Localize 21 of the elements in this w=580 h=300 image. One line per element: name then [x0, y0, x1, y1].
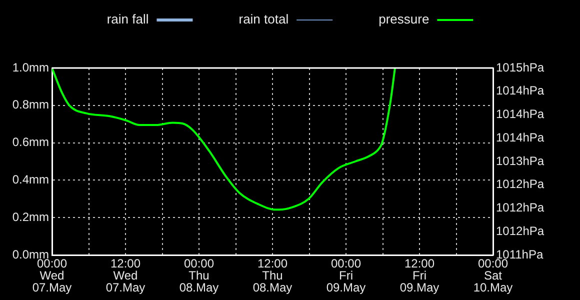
x-tick-label: 12:00 Thu 08.May: [252, 256, 292, 294]
x-tick-label: 12:00 Fri 09.May: [400, 256, 440, 294]
y2-tick-label: 1012hPa: [496, 200, 544, 215]
legend-label: pressure: [378, 12, 430, 27]
y2-tick-label: 1013hPa: [496, 154, 544, 168]
y2-tick-label: 1012hPa: [496, 177, 544, 192]
legend-label: rain fall: [106, 12, 149, 27]
y2-tick-label: 1015hPa: [496, 60, 544, 74]
y-tick-label: 0.8mm: [12, 98, 49, 112]
legend-label: rain total: [238, 12, 289, 27]
y-tick-label: 0.6mm: [12, 135, 49, 150]
y2-tick-label: 1012hPa: [496, 224, 544, 238]
x-tick-label: 00:00 Fri 09.May: [326, 256, 366, 294]
x-tick-label: 00:00 Thu 08.May: [179, 256, 219, 294]
y2-tick-label: 1014hPa: [496, 130, 544, 144]
y-tick-label: 1.0mm: [12, 60, 49, 74]
y2-tick-label: 1014hPa: [496, 107, 544, 122]
y-tick-label: 0.2mm: [12, 210, 49, 224]
y-tick-label: 0.4mm: [12, 172, 49, 187]
y2-tick-label: 1014hPa: [496, 84, 544, 98]
x-tick-label: 12:00 Wed 07.May: [106, 256, 146, 294]
